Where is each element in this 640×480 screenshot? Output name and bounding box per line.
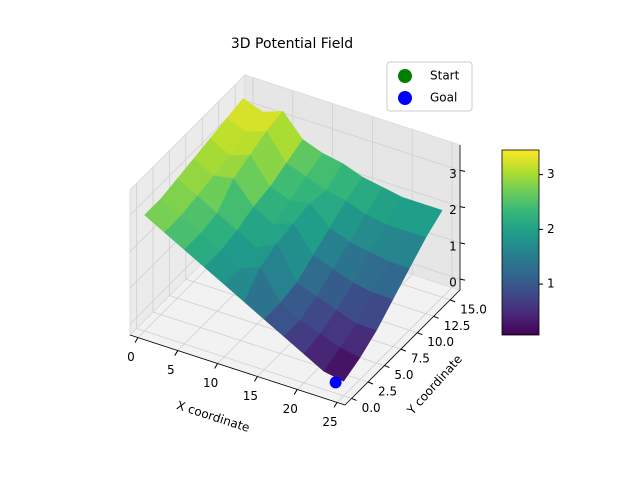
z-tick-label: 1 xyxy=(449,239,457,253)
axis-line xyxy=(129,334,346,406)
chart-title: 3D Potential Field xyxy=(231,36,353,52)
colorbar-tick-label: 3 xyxy=(547,167,555,181)
y-tick-label: 10.0 xyxy=(427,335,454,349)
x-tick-label: 15 xyxy=(243,389,258,403)
x-tick xyxy=(333,402,338,408)
grid-line xyxy=(136,328,352,399)
goal-point xyxy=(329,376,342,389)
z-tick-label: 2 xyxy=(449,203,457,217)
z-tick xyxy=(459,278,466,281)
x-axis-label: X coordinate xyxy=(175,398,252,435)
x-tick-label: 25 xyxy=(322,415,337,429)
x-tick xyxy=(214,363,219,369)
x-tick-label: 5 xyxy=(167,363,175,377)
y-tick xyxy=(433,315,439,319)
y-tick xyxy=(351,397,357,401)
colorbar-tick-label: 2 xyxy=(547,222,555,236)
axis-line xyxy=(344,289,461,406)
y-tick-label: 12.5 xyxy=(444,319,471,333)
y-tick-label: 15.0 xyxy=(460,302,487,316)
grid-line xyxy=(336,287,453,403)
y-tick xyxy=(384,365,390,369)
y-tick-label: 0.0 xyxy=(362,401,381,415)
y-tick xyxy=(449,299,456,303)
z-tick xyxy=(459,206,466,209)
legend-label: Start xyxy=(430,69,460,83)
x-tick-label: 20 xyxy=(283,402,298,416)
y-tick-label: 2.5 xyxy=(378,385,397,399)
x-tick xyxy=(293,389,298,395)
colorbar xyxy=(501,149,540,336)
y-tick xyxy=(400,348,407,352)
x-tick xyxy=(174,350,179,356)
x-tick-label: 10 xyxy=(203,376,218,390)
x-tick xyxy=(253,376,258,382)
legend-label: Goal xyxy=(430,91,457,105)
x-tick-label: 0 xyxy=(127,350,135,364)
z-tick-label: 3 xyxy=(449,167,457,181)
legend-marker xyxy=(398,91,412,105)
colorbar-tick-label: 1 xyxy=(547,277,555,291)
y-tick-label: 5.0 xyxy=(394,368,413,382)
y-tick xyxy=(417,332,423,336)
legend-marker xyxy=(398,69,412,83)
y-tick xyxy=(367,381,374,385)
y-tick-label: 7.5 xyxy=(411,352,430,366)
z-tick-label: 0 xyxy=(449,276,457,290)
z-tick xyxy=(459,169,466,172)
z-tick xyxy=(459,242,466,245)
x-tick xyxy=(134,337,139,343)
